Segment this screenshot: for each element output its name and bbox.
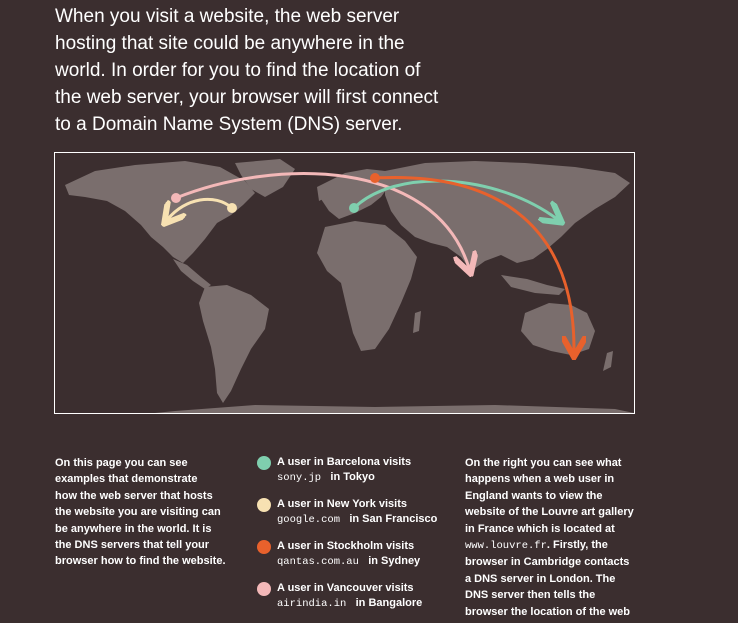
intro-line: world. In order for you to find the loca… (55, 60, 421, 81)
cream-dot-icon (257, 498, 271, 512)
left-description: On this page you can see examples that d… (55, 455, 235, 570)
louvre-domain: www.louvre.fr (465, 540, 547, 553)
madagascar-shape (413, 311, 421, 333)
antarctica-shape (155, 405, 634, 413)
legend-location: in Bangalore (355, 597, 423, 609)
route-newyork-sanfrancisco (168, 198, 233, 219)
left-line: the DNS servers that tell your (55, 539, 210, 552)
legend-domain: qantas.com.au (277, 556, 366, 568)
intro-line: When you visit a website, the web server (55, 6, 400, 27)
left-line: On this page you can see (55, 457, 188, 469)
south-america-shape (199, 285, 269, 403)
right-line: www.louvre.fr. Firstly, the (465, 537, 640, 554)
legend-domain: google.com (277, 514, 347, 526)
legend-label: A user in Vancouver visits (277, 582, 414, 594)
legend-label: A user in New York visits (277, 498, 408, 510)
new-zealand-shape (603, 351, 613, 371)
orange-dot-icon (257, 540, 271, 554)
intro-line: hosting that site could be anywhere in t… (55, 33, 405, 54)
legend-domain: sony.jp (277, 472, 328, 484)
left-line: the website you are visiting can (55, 506, 221, 519)
intro-line: to a Domain Name System (DNS) server. (55, 114, 403, 135)
barcelona-dot-icon (349, 203, 359, 213)
teal-dot-icon (257, 456, 271, 470)
right-line: On the right you can see what (465, 457, 622, 469)
uk-shape (317, 183, 327, 201)
vancouver-dot-icon (171, 193, 181, 203)
right-line-suffix: . Firstly, the (546, 539, 608, 552)
stockholm-dot-icon (370, 173, 380, 183)
world-map-graphic (65, 159, 634, 413)
greenland-shape (235, 159, 295, 197)
right-line: browser in Cambridge contacts (465, 556, 630, 569)
newyork-dot-icon (227, 203, 237, 213)
right-line: England wants to view the (465, 489, 603, 502)
right-line: website of the Louvre art gallery (465, 506, 634, 519)
legend-item-newyork: A user in New York visits google.com in … (257, 497, 437, 539)
north-america-shape (65, 161, 255, 263)
australia-shape (521, 303, 595, 355)
legend-location: in San Francisco (349, 513, 438, 525)
intro-paragraph: When you visit a website, the web server… (55, 3, 455, 138)
legend-item-vancouver: A user in Vancouver visits airindia.in i… (257, 581, 437, 623)
right-line: a DNS server in London. The (465, 572, 616, 585)
left-line: how the web server that hosts (55, 489, 213, 502)
right-line: in France which is located at (465, 522, 615, 535)
left-line: examples that demonstrate (55, 473, 198, 486)
legend-location: in Sydney (368, 555, 421, 567)
right-description: On the right you can see what happens wh… (465, 455, 640, 620)
central-america-shape (173, 259, 211, 289)
route-vancouver-bangalore (175, 172, 469, 268)
legend-location: in Tokyo (330, 471, 375, 483)
left-line: browser how to find the website. (55, 555, 226, 568)
right-line: browser the location of the web (465, 605, 631, 618)
legend-label: A user in Stockholm visits (277, 540, 415, 552)
legend-label: A user in Barcelona visits (277, 456, 412, 468)
indonesia-shape (501, 275, 565, 295)
right-line: DNS server then tells the (465, 589, 596, 602)
left-line: be anywhere in the world. It is (55, 522, 212, 535)
legend-item-stockholm: A user in Stockholm visits qantas.com.au… (257, 539, 437, 581)
africa-shape (317, 221, 417, 351)
route-stockholm-sydney (374, 175, 574, 351)
right-line: happens when a web user in (465, 473, 615, 486)
legend-item-barcelona: A user in Barcelona visits sony.jp in To… (257, 455, 437, 497)
world-map (54, 152, 635, 414)
continents (65, 159, 634, 413)
legend-domain: airindia.in (277, 598, 353, 610)
pink-dot-icon (257, 582, 271, 596)
asia-shape (385, 161, 630, 271)
intro-line: the web server, your browser will first … (55, 87, 439, 108)
map-legend: A user in Barcelona visits sony.jp in To… (257, 455, 437, 623)
